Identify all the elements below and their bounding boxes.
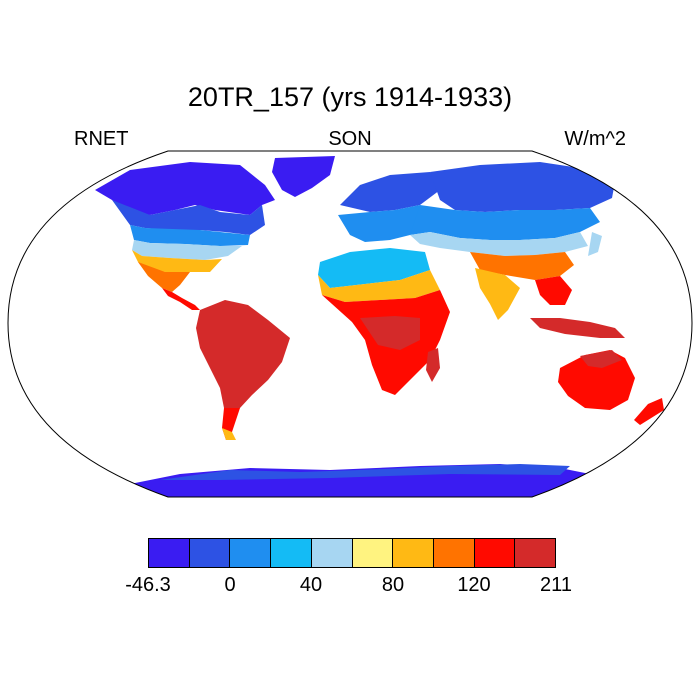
colorbar-label-40: 40 [299,574,323,596]
landmass-asia-south-central [410,232,588,256]
landmass-north-america-canada [112,200,265,235]
landmass-australia [558,350,635,410]
colorbar-box-1 [189,539,231,567]
landmass-indonesia [530,318,625,338]
colorbar-box-5 [352,539,394,567]
units-label: W/m^2 [564,128,626,150]
colorbar-labels: -46.3 0 40 80 120 211 [0,574,700,600]
colorbar-box-4 [311,539,353,567]
landmass-greenland [272,156,335,197]
colorbar-box-6 [393,539,434,567]
colorbar-box-0 [149,539,190,567]
landmass-sahel [318,270,440,302]
landmass-central-america [162,288,200,310]
landmass-asia-north [430,162,615,212]
landmass-southeast-asia [535,276,572,305]
colorbar-label-120: 120 [457,574,491,596]
colorbar [148,538,556,568]
colorbar-box-3 [271,539,312,567]
landmass-asia-central [410,205,600,240]
colorbar-label-0: 0 [224,574,236,596]
landmass-mexico [138,262,190,292]
landmass-europe [338,205,430,242]
landmass-australia-north [580,350,622,368]
landmass-south-america [196,300,290,420]
landmass-japan [588,232,602,256]
landmass-north-america-south [132,250,222,272]
variable-label: RNET [74,128,129,150]
landmass-north-america-usa [132,240,242,260]
landmass-north-america-mid [130,225,250,246]
world-map [7,150,693,498]
colorbar-box-8 [474,539,516,567]
landmass-antarctica-coast [160,464,570,480]
map-boundary [7,150,693,498]
colorbar-box-2 [230,539,272,567]
landmass-north-america-north [95,162,275,215]
landmass-equatorial-africa [360,316,420,350]
plot-title: 20TR_157 (yrs 1914-1933) [187,82,513,112]
landmass-new-zealand [634,398,664,425]
landmass-patagonia [222,428,236,440]
colorbar-box-9 [515,539,556,567]
landmass-india [475,268,520,320]
landmass-north-africa [318,248,430,288]
colorbar-label-min: -46.3 [125,574,171,596]
colorbar-label-80: 80 [381,574,405,596]
landmass-europe-north [340,172,440,212]
colorbar-box-7 [433,539,475,567]
season-label: SON [328,128,372,150]
landmass-madagascar [426,348,440,382]
colorbar-label-max: 211 [540,574,572,596]
